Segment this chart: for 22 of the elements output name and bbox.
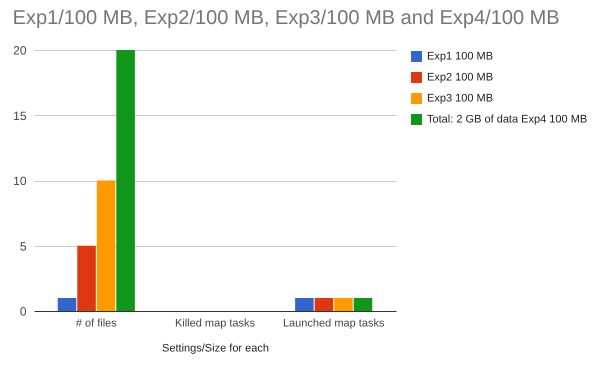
bar: [77, 246, 96, 311]
legend-label: Exp3 100 MB: [427, 92, 494, 104]
x-tick-label: Launched map tasks: [282, 318, 385, 330]
bar: [334, 298, 353, 311]
bar: [96, 180, 116, 311]
y-tick-label: 10: [13, 174, 27, 188]
bar: [354, 298, 372, 311]
legend-label: Exp2 100 MB: [427, 72, 494, 84]
bar: [116, 50, 135, 311]
legend-label: Exp1 100 MB: [427, 50, 494, 62]
y-tick-label: 5: [20, 239, 27, 254]
x-tick-label: Killed map tasks: [174, 318, 256, 330]
legend-label: Total: 2 GB of data Exp4 100 MB: [427, 114, 588, 126]
x-tick-label: # of files: [76, 318, 118, 330]
y-tick-label: 15: [13, 108, 27, 123]
y-tick-label: 20: [13, 44, 27, 58]
bar: [295, 298, 314, 311]
y-tick-label: 0: [20, 304, 27, 318]
bar: [314, 298, 334, 311]
x-axis-title: Settings/Size for each: [162, 342, 270, 354]
chart-title: Exp1/100 MB, Exp2/100 MB, Exp3/100 MB and Exp4/100 MB: [12, 7, 560, 29]
bar: [58, 298, 76, 311]
